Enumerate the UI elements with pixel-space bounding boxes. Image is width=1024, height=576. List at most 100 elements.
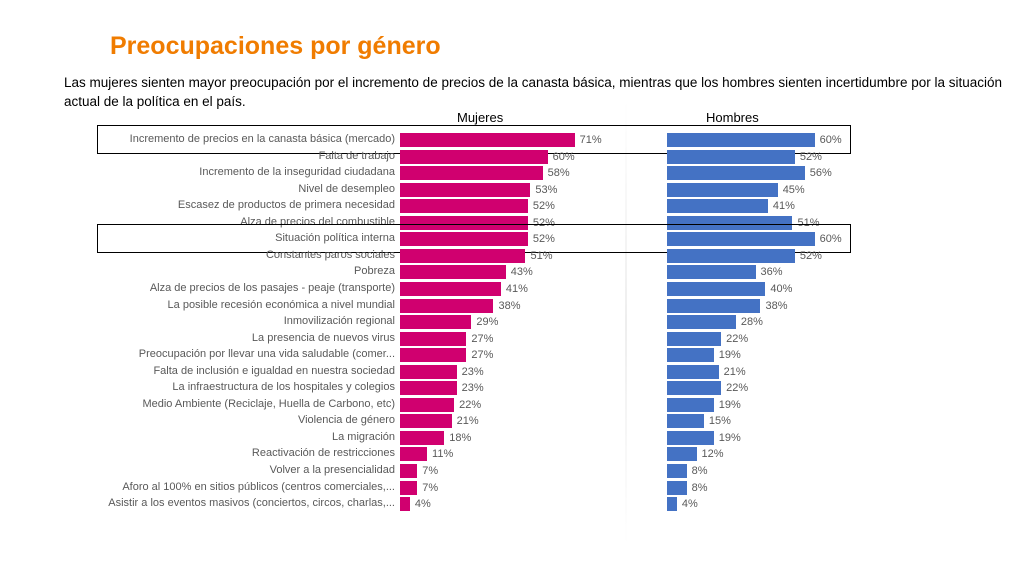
category-label: Preocupación por llevar una vida saludab… — [138, 348, 395, 361]
category-label: Alza de precios de los pasajes - peaje (… — [149, 281, 395, 294]
bar-hombres — [667, 414, 704, 429]
category-label: Inmovilización regional — [283, 315, 395, 328]
data-label-hombres: 51% — [797, 216, 820, 229]
category-label: Asistir a los eventos masivos (concierto… — [108, 497, 395, 510]
category-label: Incremento de la inseguridad ciudadana — [199, 166, 395, 179]
bar-mujeres — [400, 133, 575, 147]
data-label-mujeres: 4% — [414, 498, 431, 511]
bar-hombres — [667, 265, 756, 280]
data-label-mujeres: 7% — [422, 481, 439, 494]
category-label: Medio Ambiente (Reciclaje, Huella de Car… — [142, 397, 395, 410]
data-label-hombres: 8% — [691, 465, 708, 477]
data-label-mujeres: 52% — [532, 200, 555, 213]
bar-hombres — [667, 397, 714, 412]
bar-mujeres — [400, 298, 494, 313]
bar-mujeres — [400, 166, 543, 181]
bar-hombres — [667, 215, 793, 230]
category-label: La presencia de nuevos virus — [251, 331, 395, 344]
series-header-mujeres: Mujeres — [457, 110, 504, 125]
bar-mujeres — [400, 447, 428, 462]
bar-mujeres — [400, 215, 528, 230]
bar-hombres — [667, 331, 722, 346]
data-label-mujeres: 60% — [552, 150, 575, 163]
data-label-mujeres: 53% — [535, 183, 558, 196]
data-label-hombres: 19% — [718, 431, 741, 444]
data-label-mujeres: 52% — [532, 233, 555, 246]
category-label: Aforo al 100% en sitios públicos (centro… — [122, 480, 395, 493]
category-label: Nivel de desempleo — [298, 182, 395, 195]
data-label-mujeres: 71% — [579, 134, 602, 146]
series-header-hombres: Hombres — [706, 110, 759, 125]
data-label-hombres: 52% — [799, 150, 822, 163]
data-label-hombres: 60% — [819, 233, 842, 246]
subtitle: Las mujeres sienten mayor preocupación p… — [64, 75, 1002, 109]
data-label-hombres: 21% — [723, 365, 746, 378]
data-label-hombres: 45% — [782, 183, 805, 196]
bar-mujeres — [400, 348, 467, 363]
bar-hombres — [667, 497, 677, 512]
bar-mujeres — [400, 464, 418, 478]
bar-hombres — [667, 430, 714, 445]
bar-mujeres — [400, 149, 548, 164]
data-label-hombres: 41% — [772, 200, 795, 213]
bar-mujeres — [400, 331, 467, 346]
bar-hombres — [667, 315, 736, 330]
bar-mujeres — [400, 265, 506, 280]
bar-hombres — [667, 133, 815, 147]
data-label-hombres: 60% — [819, 134, 842, 146]
bar-hombres — [667, 199, 768, 214]
data-label-mujeres: 51% — [530, 249, 553, 262]
category-label: La migración — [332, 430, 395, 443]
bar-mujeres — [400, 480, 418, 495]
data-label-mujeres: 21% — [456, 415, 479, 428]
bar-hombres — [667, 281, 766, 296]
data-label-hombres: 28% — [740, 316, 763, 329]
bar-hombres — [667, 348, 714, 363]
data-label-mujeres: 23% — [461, 365, 484, 378]
page-title: Preocupaciones por género — [110, 32, 441, 60]
bar-hombres — [667, 298, 761, 313]
bar-mujeres — [400, 430, 445, 445]
data-label-hombres: 22% — [726, 382, 749, 395]
data-label-hombres: 4% — [681, 498, 698, 511]
category-label: Situación política interna — [275, 232, 395, 245]
bar-mujeres — [400, 199, 528, 214]
data-label-mujeres: 22% — [459, 398, 482, 411]
bar-mujeres — [400, 397, 455, 412]
data-label-mujeres: 27% — [471, 332, 494, 345]
data-label-mujeres: 58% — [547, 167, 570, 180]
data-label-hombres: 12% — [701, 448, 724, 461]
data-label-mujeres: 27% — [471, 349, 494, 362]
data-label-hombres: 56% — [809, 167, 832, 180]
data-label-mujeres: 52% — [532, 216, 555, 229]
bar-hombres — [667, 381, 722, 396]
category-label: Reactivación de restricciones — [251, 447, 395, 460]
bar-mujeres — [400, 497, 410, 512]
data-label-hombres: 52% — [799, 249, 822, 262]
divider — [625, 100, 627, 545]
category-label: La posible recesión económica a nivel mu… — [167, 298, 395, 311]
bar-mujeres — [400, 364, 457, 379]
category-label: Falta de trabajo — [318, 149, 395, 162]
data-label-hombres: 19% — [718, 349, 741, 362]
bar-hombres — [667, 248, 795, 263]
bar-mujeres — [400, 414, 452, 429]
category-label: Incremento de precios en la canasta bási… — [129, 133, 395, 145]
bar-mujeres — [400, 248, 526, 263]
data-label-mujeres: 7% — [422, 465, 439, 477]
category-label: Volver a la presencialidad — [269, 464, 395, 476]
bar-mujeres — [400, 281, 501, 296]
data-label-hombres: 40% — [770, 282, 793, 295]
data-label-mujeres: 29% — [476, 316, 499, 329]
category-label: Constantes paros sociales — [265, 248, 395, 261]
bar-mujeres — [400, 232, 528, 247]
data-label-hombres: 38% — [765, 299, 788, 312]
data-label-hombres: 36% — [760, 266, 783, 279]
bar-hombres — [667, 480, 687, 495]
category-label: Pobreza — [354, 265, 395, 278]
bar-hombres — [667, 149, 795, 164]
bar-hombres — [667, 232, 815, 247]
data-label-mujeres: 43% — [510, 266, 533, 279]
bar-mujeres — [400, 315, 472, 330]
data-label-mujeres: 38% — [498, 299, 521, 312]
